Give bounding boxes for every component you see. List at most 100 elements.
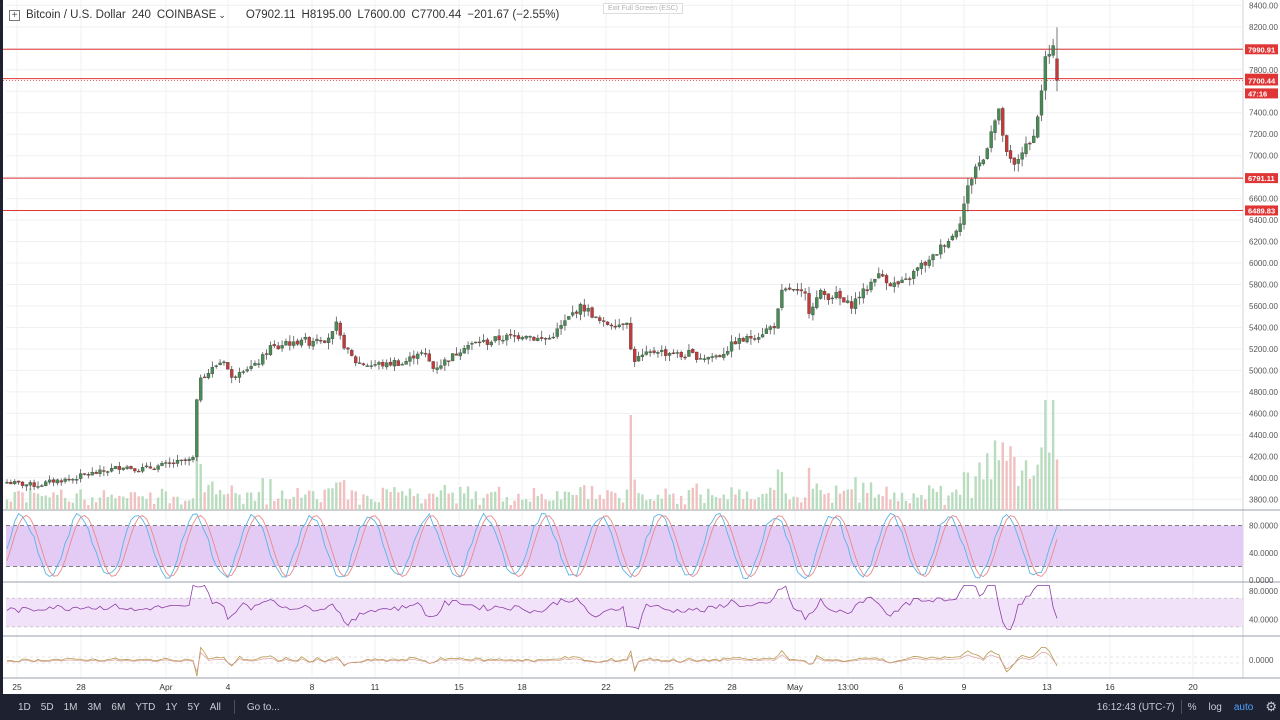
range-all[interactable]: All bbox=[209, 701, 221, 713]
candle-body bbox=[137, 470, 141, 473]
volume-bar bbox=[36, 493, 40, 510]
volume-bar bbox=[1028, 478, 1032, 510]
volume-bar bbox=[56, 494, 59, 510]
time-tick-label: 28 bbox=[727, 682, 737, 692]
candle-body bbox=[931, 254, 935, 261]
range-ytd[interactable]: YTD bbox=[135, 701, 156, 713]
candle-body bbox=[997, 108, 1001, 121]
exchange[interactable]: COINBASE bbox=[156, 9, 217, 21]
volume-bar bbox=[358, 504, 361, 510]
volume-bar bbox=[125, 498, 129, 510]
volume-bar bbox=[1009, 446, 1012, 510]
candle-body bbox=[450, 353, 455, 362]
exit-fullscreen-button[interactable]: Exit Full Screen (ESC) bbox=[603, 3, 684, 14]
time-tick-label: 4 bbox=[226, 682, 231, 692]
range-3m[interactable]: 3M bbox=[87, 701, 102, 713]
volume-bar bbox=[858, 502, 861, 510]
candle-body bbox=[257, 363, 261, 365]
candle-body bbox=[466, 345, 470, 350]
candle-body bbox=[47, 479, 52, 483]
volume-bar bbox=[493, 491, 497, 510]
volume-bar bbox=[935, 491, 939, 510]
candle-body bbox=[605, 321, 610, 325]
price-label: 6791.11 bbox=[1248, 174, 1275, 183]
candle-body bbox=[567, 316, 571, 320]
range-1m[interactable]: 1M bbox=[63, 701, 78, 713]
candle-body bbox=[121, 467, 125, 470]
candle-body bbox=[98, 469, 102, 474]
candle-body bbox=[168, 462, 172, 464]
volume-bar bbox=[350, 490, 354, 510]
volume-bar bbox=[300, 497, 303, 510]
time-tick-label: 9 bbox=[962, 682, 967, 692]
candle-body bbox=[536, 337, 540, 341]
price-tick-label: 4800.00 bbox=[1249, 388, 1278, 397]
stoch-d-line bbox=[6, 514, 1058, 578]
range-1y[interactable]: 1Y bbox=[165, 701, 178, 713]
candle-body bbox=[760, 334, 765, 338]
candle-body bbox=[338, 322, 342, 336]
candle-body bbox=[392, 360, 397, 367]
volume-bar bbox=[602, 499, 605, 510]
volume-bar bbox=[668, 494, 671, 510]
volume-bar bbox=[505, 497, 509, 510]
candle-body bbox=[749, 336, 753, 339]
candle-body bbox=[435, 367, 439, 370]
candle-body bbox=[598, 317, 602, 321]
volume-bar bbox=[924, 499, 927, 510]
candle-body bbox=[923, 261, 927, 266]
volume-bar bbox=[25, 502, 28, 510]
volume-bar bbox=[459, 486, 462, 510]
candle-body bbox=[408, 356, 412, 362]
volume-bar bbox=[718, 498, 722, 510]
clock-readout[interactable]: 16:12:43 (UTC-7) bbox=[1096, 701, 1175, 713]
candle-body bbox=[861, 288, 865, 299]
volume-bar bbox=[501, 501, 505, 510]
compare-plus-icon[interactable]: + bbox=[9, 9, 20, 21]
candle-body bbox=[28, 482, 32, 486]
volume-bar bbox=[955, 489, 958, 510]
volume-bar bbox=[83, 499, 86, 510]
symbol-name[interactable]: Bitcoin / U.S. Dollar bbox=[26, 9, 126, 21]
chevron-down-icon[interactable]: ⌄ bbox=[218, 9, 226, 20]
candle-body bbox=[714, 355, 718, 358]
ohlc-high: H8195.00 bbox=[301, 9, 352, 21]
interval[interactable]: 240 bbox=[131, 9, 151, 21]
volume-bar bbox=[470, 499, 474, 510]
range-5d[interactable]: 5D bbox=[40, 701, 54, 713]
volume-bar bbox=[342, 480, 346, 510]
percent-toggle[interactable]: % bbox=[1187, 701, 1197, 713]
volume-bar bbox=[44, 495, 47, 510]
candle-body bbox=[311, 340, 315, 347]
candle-body bbox=[233, 376, 238, 378]
log-toggle[interactable]: log bbox=[1208, 701, 1222, 713]
candle-body bbox=[117, 466, 122, 470]
candle-body bbox=[109, 468, 114, 472]
goto-button[interactable]: Go to... bbox=[246, 701, 280, 713]
gear-icon[interactable]: ⚙ bbox=[1265, 699, 1277, 714]
price-chart[interactable]: 8400.008200.008000.007800.007600.007400.… bbox=[3, 0, 1280, 694]
rsi-line bbox=[6, 584, 1058, 631]
volume-bar bbox=[788, 499, 791, 510]
candle-body bbox=[532, 336, 536, 341]
volume-bar bbox=[141, 496, 144, 510]
candle-body bbox=[373, 364, 377, 366]
candle-body bbox=[75, 479, 79, 481]
candle-body bbox=[357, 362, 362, 364]
auto-toggle[interactable]: auto bbox=[1233, 701, 1254, 713]
date-range-buttons: 1D 5D 1M 3M 6M YTD 1Y 5Y All bbox=[13, 702, 226, 713]
volume-bar bbox=[900, 492, 904, 510]
candle-body bbox=[55, 479, 60, 484]
volume-bar bbox=[966, 472, 970, 510]
volume-bar bbox=[431, 493, 435, 510]
volume-bar bbox=[679, 495, 683, 510]
candle-body bbox=[857, 296, 862, 299]
range-5y[interactable]: 5Y bbox=[187, 701, 200, 713]
ohlc-close: C7700.44 bbox=[411, 9, 462, 21]
range-6m[interactable]: 6M bbox=[111, 701, 126, 713]
volume-bar bbox=[617, 497, 621, 510]
volume-bar bbox=[559, 499, 563, 510]
range-1d[interactable]: 1D bbox=[18, 701, 31, 713]
volume-bar bbox=[517, 493, 520, 510]
volume-bar bbox=[873, 497, 877, 510]
